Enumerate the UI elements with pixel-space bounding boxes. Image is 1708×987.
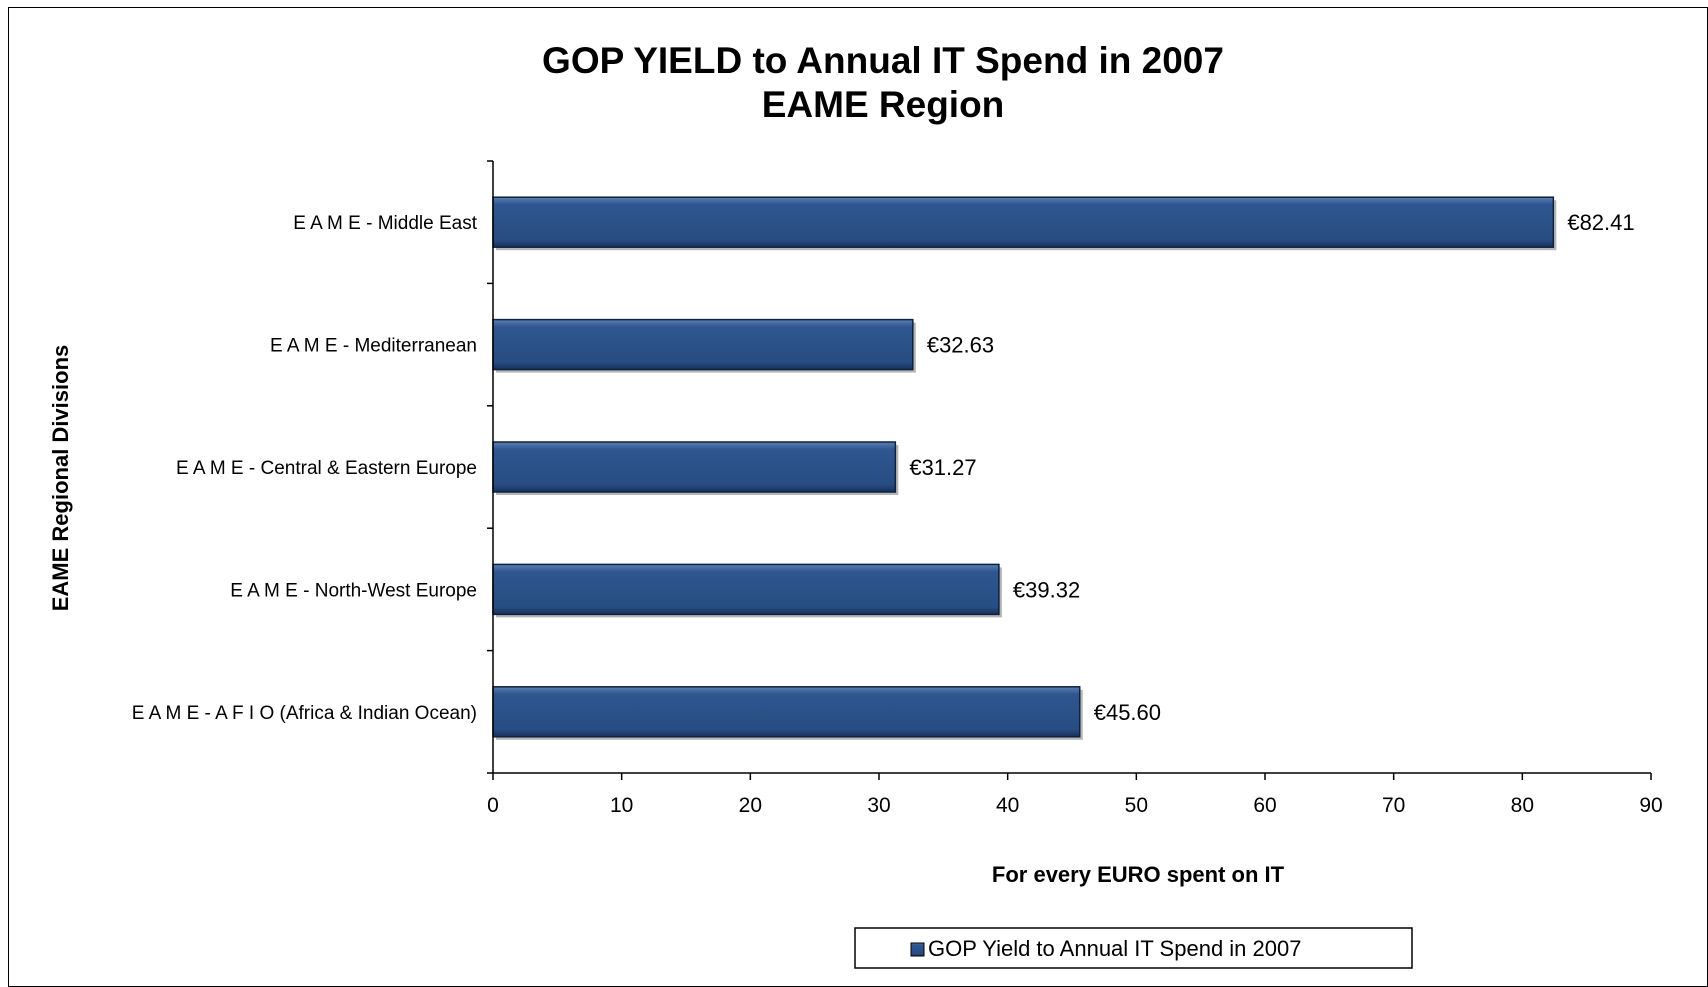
x-tick-label: 70 [1382, 794, 1405, 817]
x-tick-label: 40 [996, 794, 1019, 817]
legend-label: GOP Yield to Annual IT Spend in 2007 [928, 936, 1301, 961]
x-tick-label: 0 [487, 794, 499, 817]
bar [492, 196, 1555, 248]
category-label: E A M E - A F I O (Africa & Indian Ocean… [132, 703, 477, 724]
x-tick-label: 10 [610, 794, 633, 817]
x-tick-label: 30 [867, 794, 890, 817]
x-tick-label: 60 [1253, 794, 1276, 817]
category-label: E A M E - Middle East [293, 213, 477, 234]
chart-title: GOP YIELD to Annual IT Spend in 2007 [542, 40, 1224, 81]
legend-swatch [910, 942, 925, 957]
chart-subtitle: EAME Region [762, 84, 1005, 125]
x-tick-label: 90 [1639, 794, 1662, 817]
legend-box [854, 927, 1413, 969]
x-tick-label: 20 [739, 794, 762, 817]
category-label: E A M E - Mediterranean [270, 336, 477, 357]
bars: €82.41 €32.63 €31.27 €39.32 €45.60 [492, 196, 1635, 740]
y-axis-title: EAME Regional Divisions [48, 345, 73, 612]
bar [492, 686, 1081, 738]
x-axis-title: For every EURO spent on IT [992, 862, 1285, 887]
bar-value-label: €82.41 [1567, 210, 1634, 235]
x-tick-label: 80 [1511, 794, 1534, 817]
bar-value-label: €45.60 [1094, 700, 1161, 725]
category-label: E A M E - Central & Eastern Europe [176, 458, 477, 479]
bar-value-label: €32.63 [927, 333, 994, 358]
bar-value-label: €31.27 [909, 455, 976, 480]
x-tick-label: 50 [1125, 794, 1148, 817]
category-label: E A M E - North-West Europe [230, 580, 477, 601]
bar [492, 563, 1000, 616]
bar [492, 441, 897, 493]
bar [492, 318, 914, 371]
axes: E A M E - Middle East E A M E - Mediterra… [132, 160, 1663, 817]
legend: GOP Yield to Annual IT Spend in 2007 [854, 927, 1413, 969]
bar-value-label: €39.32 [1013, 577, 1080, 602]
